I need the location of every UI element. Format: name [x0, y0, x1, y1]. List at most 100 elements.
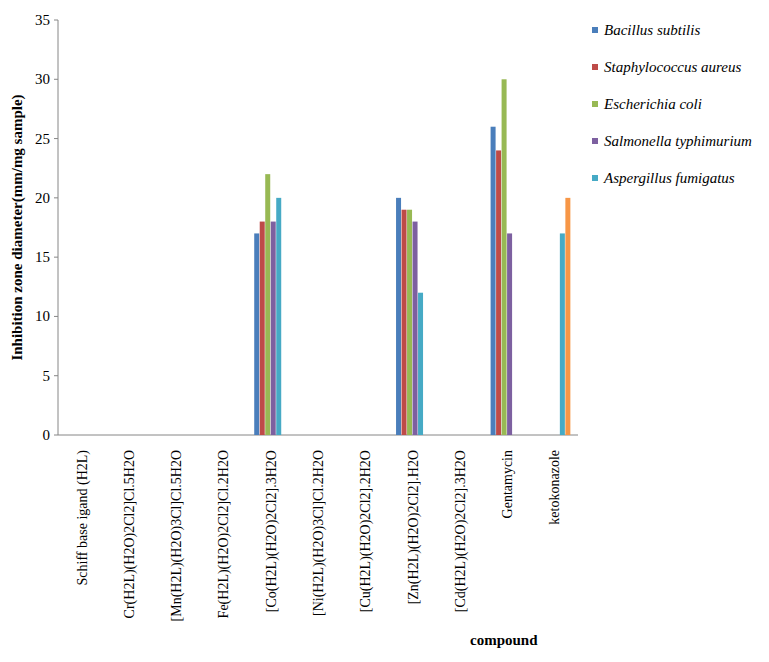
bar [449, 435, 454, 436]
y-tick [54, 375, 58, 376]
y-tick [54, 197, 58, 198]
legend-swatch [592, 138, 598, 144]
bar [282, 435, 287, 436]
bar [302, 435, 307, 436]
bar [443, 435, 448, 436]
x-tick-label: Schiff base igand (H2L) [75, 450, 91, 586]
y-tick [54, 316, 58, 317]
bar [187, 435, 192, 436]
legend-line: Bacillus subtilis [604, 22, 700, 38]
x-axis-title: compound [470, 632, 538, 648]
bars [254, 79, 570, 435]
bar [538, 435, 543, 436]
legend-swatch [592, 101, 598, 107]
chart: 05101520253035Schiff base igand (H2L)Cr(… [0, 0, 769, 662]
bar [560, 233, 565, 435]
x-tick-label: [Ni(H2L)(H2O)3Cl]Cl.2H2O [311, 450, 327, 616]
y-axis-title: Inhibition zone diameter(mm/mg sample) [9, 94, 26, 360]
bar [349, 435, 354, 436]
bar [491, 127, 496, 435]
y-tick-label: 5 [43, 368, 51, 384]
legend-label: Salmonella typhimurium [604, 133, 752, 149]
y-axis [58, 20, 59, 435]
bar [254, 233, 259, 435]
y-tick-label: 0 [43, 427, 51, 443]
bar [234, 435, 239, 436]
bar [324, 435, 329, 436]
bar [65, 435, 70, 436]
bar [513, 435, 518, 436]
legend-line: Escherichia coli [603, 96, 702, 112]
legend-swatch [592, 64, 598, 70]
bar [182, 435, 187, 436]
x-tick-label: [Cd(H2L)(H2O)2Cl2].3H2O [453, 450, 469, 612]
bar [460, 435, 465, 436]
bar [76, 435, 81, 436]
legend-label: Aspergillus fumigatus [603, 170, 735, 186]
bar [471, 435, 476, 436]
bar [212, 435, 217, 436]
bar [218, 435, 223, 436]
legend-swatch [592, 27, 598, 33]
bar [360, 435, 365, 436]
bar [371, 435, 376, 436]
y-tick [54, 20, 58, 21]
bar [507, 233, 512, 435]
bar [87, 435, 92, 436]
bar [543, 435, 548, 436]
bar [554, 435, 559, 436]
bar [518, 435, 523, 436]
bar [176, 435, 181, 436]
bar [165, 435, 170, 436]
legend-line: Salmonella typhimurium [604, 133, 752, 149]
x-tick-label: [Mn(H2L)(H2O)3Cl]Cl.5H2O [169, 450, 185, 621]
bar [402, 210, 407, 435]
bar [413, 222, 418, 435]
y-tick-label: 20 [35, 190, 50, 206]
legend-label: Bacillus subtilis [604, 22, 700, 38]
bar [424, 435, 429, 436]
bar [123, 435, 128, 436]
bar [71, 435, 76, 436]
bar [454, 435, 459, 436]
bar [260, 222, 265, 435]
bar [140, 435, 145, 436]
x-tick-label: Cr(H2L)(H2O)2Cl2]Cl.5H2O [122, 450, 138, 618]
y-tick-label: 25 [35, 131, 50, 147]
bar [82, 435, 87, 436]
bar [465, 435, 470, 436]
bar [223, 435, 228, 436]
bar [171, 435, 176, 436]
bar [160, 435, 165, 436]
bar [276, 198, 281, 435]
bar [118, 435, 123, 436]
legend-line: Staphylococcus aureus [604, 59, 741, 75]
bar [549, 435, 554, 436]
x-tick-label: Gentamycin [500, 450, 515, 518]
bar [496, 150, 501, 435]
bar [418, 293, 423, 435]
x-tick-label: [Co(H2L)(H2O)2Cl2].3H2O [264, 450, 280, 612]
x-tick-label: [Zn(H2L)(H2O)2Cl2].H2O [406, 450, 422, 604]
bar [396, 198, 401, 435]
y-tick-label: 35 [35, 12, 50, 28]
legend-label: Staphylococcus aureus [604, 59, 741, 75]
bar [207, 435, 212, 436]
bar [271, 222, 276, 435]
y-tick-label: 15 [35, 249, 50, 265]
bar [502, 79, 507, 435]
legend-swatch [592, 175, 598, 181]
y-tick-label: 30 [35, 71, 50, 87]
bar [354, 435, 359, 436]
bar [93, 435, 98, 436]
bar [313, 435, 318, 436]
x-tick-label: [Cu(H2L)(H2O)2Cl2].2H2O [358, 450, 374, 612]
y-tick [54, 435, 58, 436]
bar [112, 435, 117, 436]
legend-label: Escherichia coli [603, 96, 702, 112]
bar [365, 435, 370, 436]
bar [329, 435, 334, 436]
y-tick [54, 138, 58, 139]
bar [318, 435, 323, 436]
bar [129, 435, 134, 436]
